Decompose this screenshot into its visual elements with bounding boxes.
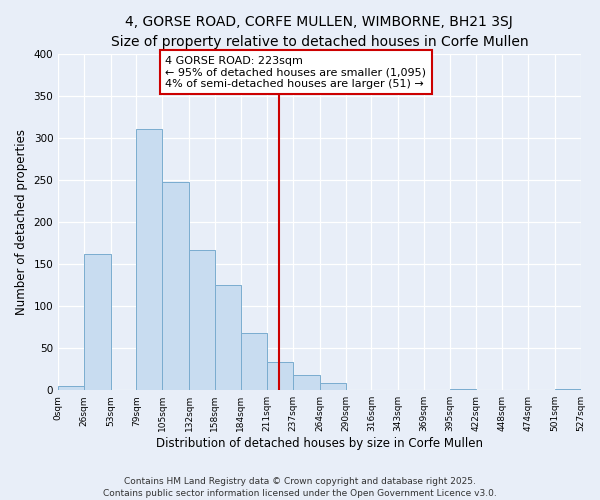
Bar — [58, 386, 84, 390]
Title: 4, GORSE ROAD, CORFE MULLEN, WIMBORNE, BH21 3SJ
Size of property relative to det: 4, GORSE ROAD, CORFE MULLEN, WIMBORNE, B… — [110, 15, 528, 48]
Bar — [189, 250, 215, 390]
X-axis label: Distribution of detached houses by size in Corfe Mullen: Distribution of detached houses by size … — [156, 437, 483, 450]
Bar — [293, 375, 320, 390]
Bar — [241, 333, 267, 390]
Bar — [320, 382, 346, 390]
Text: 4 GORSE ROAD: 223sqm
← 95% of detached houses are smaller (1,095)
4% of semi-det: 4 GORSE ROAD: 223sqm ← 95% of detached h… — [165, 56, 426, 88]
Text: Contains HM Land Registry data © Crown copyright and database right 2025.
Contai: Contains HM Land Registry data © Crown c… — [103, 476, 497, 498]
Bar — [267, 362, 293, 390]
Bar — [555, 388, 581, 390]
Bar — [84, 254, 110, 390]
Y-axis label: Number of detached properties: Number of detached properties — [15, 129, 28, 315]
Bar — [215, 285, 241, 390]
Bar — [162, 182, 189, 390]
Bar — [136, 128, 162, 390]
